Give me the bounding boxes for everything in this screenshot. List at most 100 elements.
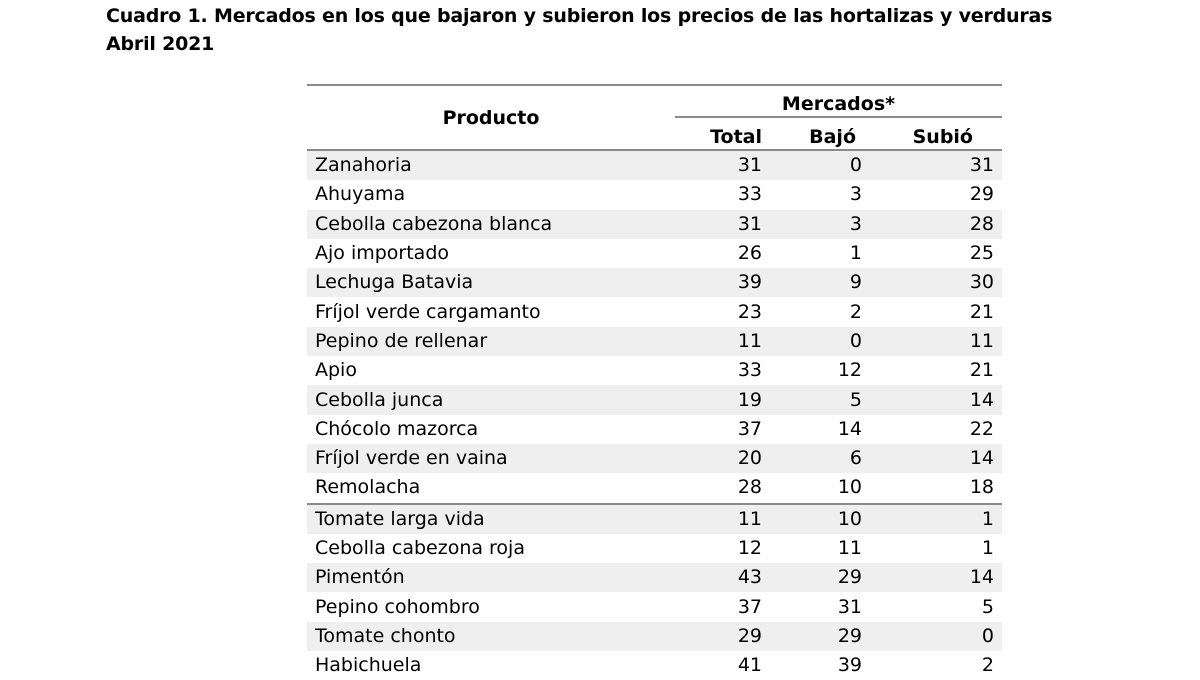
cell-subio: 0	[886, 621, 1002, 652]
cell-subio: 11	[886, 326, 1002, 357]
cell-bajo: 5	[774, 385, 886, 415]
cell-subio: 1	[886, 533, 1002, 564]
table-row: Pepino cohombro 37 31 5	[307, 592, 1002, 622]
cell-subio: 21	[886, 356, 1002, 386]
cell-total: 43	[675, 563, 774, 593]
cell-subio: 2	[886, 651, 1002, 680]
cell-bajo: 9	[774, 268, 886, 298]
prices-markets-table: Producto Mercados* Total Bajó Subió Zana…	[307, 84, 1002, 680]
cell-subio: 5	[886, 592, 1002, 622]
cell-producto: Fríjol verde cargamanto	[307, 297, 675, 327]
cell-total: 33	[675, 356, 774, 386]
cell-total: 19	[675, 385, 774, 415]
cell-bajo: 14	[774, 414, 886, 444]
table-caption: Cuadro 1. Mercados en los que bajaron y …	[106, 2, 1106, 58]
cell-producto: Chócolo mazorca	[307, 414, 675, 444]
cell-producto: Tomate chonto	[307, 621, 675, 652]
header-bajo: Bajó	[774, 117, 886, 151]
table-row: Cebolla junca 19 5 14	[307, 385, 1002, 415]
cell-producto: Fríjol verde en vaina	[307, 443, 675, 474]
cell-producto: Zanahoria	[307, 150, 675, 181]
cell-bajo: 11	[774, 533, 886, 564]
table-row: Pimentón 43 29 14	[307, 563, 1002, 593]
table-row: Chócolo mazorca 37 14 22	[307, 414, 1002, 444]
cell-bajo: 2	[774, 297, 886, 327]
table-header: Producto Mercados* Total Bajó Subió	[307, 84, 1002, 151]
cell-bajo: 10	[774, 473, 886, 504]
cell-subio: 31	[886, 150, 1002, 181]
header-mercados: Mercados*	[675, 84, 1002, 118]
header-producto: Producto	[307, 84, 675, 151]
cell-total: 28	[675, 473, 774, 504]
cell-subio: 28	[886, 209, 1002, 239]
table-row: Tomate larga vida 11 10 1	[307, 502, 1002, 534]
cell-total: 29	[675, 621, 774, 652]
cell-subio: 25	[886, 238, 1002, 269]
cell-total: 33	[675, 180, 774, 210]
cell-subio: 22	[886, 414, 1002, 444]
cell-total: 37	[675, 592, 774, 622]
caption-title: Cuadro 1. Mercados en los que bajaron y …	[106, 5, 1053, 27]
cell-subio: 14	[886, 385, 1002, 415]
cell-total: 11	[675, 326, 774, 357]
table-row: Ahuyama 33 3 29	[307, 180, 1002, 210]
header-subio: Subió	[886, 117, 1002, 151]
table-row: Fríjol verde cargamanto 23 2 21	[307, 297, 1002, 327]
cell-bajo: 3	[774, 209, 886, 239]
cell-subio: 30	[886, 268, 1002, 298]
cell-producto: Habichuela	[307, 651, 675, 680]
cell-producto: Cebolla junca	[307, 385, 675, 415]
cell-total: 12	[675, 533, 774, 564]
header-total: Total	[675, 117, 774, 151]
table-row: Zanahoria 31 0 31	[307, 150, 1002, 181]
cell-producto: Pimentón	[307, 563, 675, 593]
cell-producto: Ahuyama	[307, 180, 675, 210]
table-row: Ajo importado 26 1 25	[307, 238, 1002, 269]
cell-bajo: 0	[774, 326, 886, 357]
cell-total: 39	[675, 268, 774, 298]
cell-bajo: 12	[774, 356, 886, 386]
cell-total: 41	[675, 651, 774, 680]
cell-subio: 14	[886, 443, 1002, 474]
cell-bajo: 31	[774, 592, 886, 622]
table-row: Cebolla cabezona blanca 31 3 28	[307, 209, 1002, 239]
table-row: Lechuga Batavia 39 9 30	[307, 268, 1002, 298]
table-row: Apio 33 12 21	[307, 356, 1002, 386]
cell-producto: Tomate larga vida	[307, 502, 675, 534]
cell-bajo: 6	[774, 443, 886, 474]
caption-date: Abril 2021	[106, 33, 215, 55]
cell-producto: Apio	[307, 356, 675, 386]
cell-producto: Pepino cohombro	[307, 592, 675, 622]
cell-producto: Ajo importado	[307, 238, 675, 269]
table-row: Habichuela 41 39 2	[307, 651, 1002, 680]
cell-total: 23	[675, 297, 774, 327]
cell-subio: 14	[886, 563, 1002, 593]
cell-producto: Cebolla cabezona blanca	[307, 209, 675, 239]
cell-total: 31	[675, 209, 774, 239]
cell-producto: Cebolla cabezona roja	[307, 533, 675, 564]
cell-subio: 21	[886, 297, 1002, 327]
cell-subio: 18	[886, 473, 1002, 504]
table-row: Fríjol verde en vaina 20 6 14	[307, 443, 1002, 474]
cell-total: 37	[675, 414, 774, 444]
table-row: Tomate chonto 29 29 0	[307, 621, 1002, 652]
table-row: Cebolla cabezona roja 12 11 1	[307, 533, 1002, 564]
cell-total: 11	[675, 502, 774, 534]
cell-total: 31	[675, 150, 774, 181]
cell-subio: 29	[886, 180, 1002, 210]
table-row: Pepino de rellenar 11 0 11	[307, 326, 1002, 357]
cell-total: 20	[675, 443, 774, 474]
cell-bajo: 3	[774, 180, 886, 210]
cell-bajo: 10	[774, 502, 886, 534]
cell-bajo: 29	[774, 563, 886, 593]
cell-producto: Pepino de rellenar	[307, 326, 675, 357]
cell-producto: Lechuga Batavia	[307, 268, 675, 298]
table-row: Remolacha 28 10 18	[307, 473, 1002, 504]
cell-bajo: 29	[774, 621, 886, 652]
cell-producto: Remolacha	[307, 473, 675, 504]
cell-bajo: 0	[774, 150, 886, 181]
table-body: Zanahoria 31 0 31 Ahuyama 33 3 29 Cebolla cabezo…	[307, 150, 1002, 680]
cell-subio: 1	[886, 502, 1002, 534]
cell-bajo: 39	[774, 651, 886, 680]
cell-total: 26	[675, 238, 774, 269]
